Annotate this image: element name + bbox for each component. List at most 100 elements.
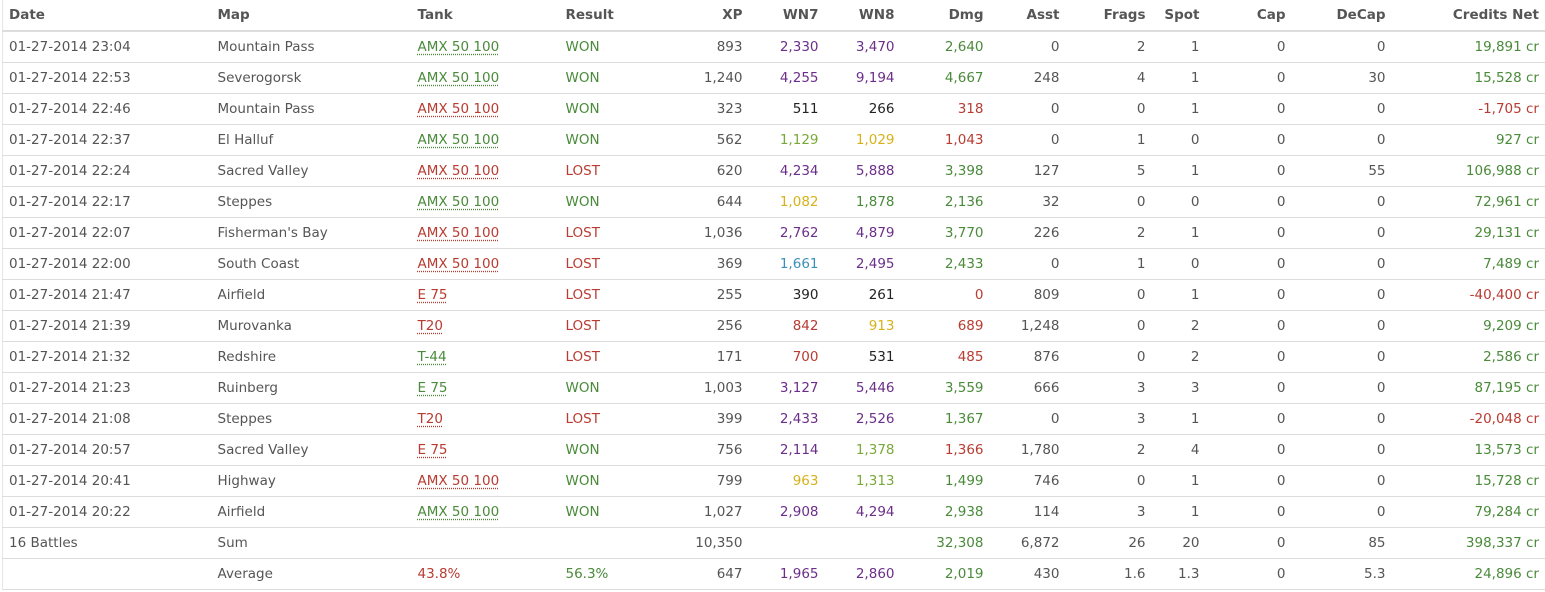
cell-wn8: 1,378 bbox=[824, 433, 901, 465]
cell-spot: 1 bbox=[1151, 495, 1206, 527]
cell-credits-net: 15,728 cr bbox=[1391, 464, 1545, 496]
cell-cap: 0 bbox=[1205, 92, 1292, 124]
cell-frags: 3 bbox=[1065, 495, 1152, 527]
col-header-frags[interactable]: Frags bbox=[1065, 0, 1152, 32]
cell-map: Mountain Pass bbox=[211, 92, 412, 124]
avg-cap: 0 bbox=[1205, 557, 1292, 590]
cell-wn7: 963 bbox=[748, 464, 825, 496]
tank-link[interactable]: AMX 50 100 bbox=[417, 162, 500, 179]
table-row: 01-27-2014 20:41 Highway AMX 50 100 WON 799 9… bbox=[2, 464, 1545, 496]
table-row: 01-27-2014 21:08 Steppes T20 LOST 399 2,433 2,… bbox=[2, 402, 1545, 434]
cell-result: WON bbox=[559, 464, 660, 496]
cell-wn7: 842 bbox=[748, 309, 825, 341]
cell-frags: 5 bbox=[1065, 154, 1152, 186]
cell-credits-net: 927 cr bbox=[1391, 123, 1545, 155]
cell-decap: 55 bbox=[1291, 154, 1392, 186]
cell-tank: AMX 50 100 bbox=[411, 247, 560, 279]
tank-link[interactable]: AMX 50 100 bbox=[417, 131, 500, 148]
tank-link[interactable]: T-44 bbox=[417, 348, 447, 365]
cell-result: WON bbox=[559, 61, 660, 93]
tank-link[interactable]: AMX 50 100 bbox=[417, 38, 500, 55]
tank-link[interactable]: AMX 50 100 bbox=[417, 255, 500, 272]
cell-tank: AMX 50 100 bbox=[411, 123, 560, 155]
col-header-asst[interactable]: Asst bbox=[989, 0, 1066, 32]
cell-xp: 1,003 bbox=[659, 371, 749, 403]
col-header-dmg[interactable]: Dmg bbox=[900, 0, 990, 32]
col-header-spot[interactable]: Spot bbox=[1151, 0, 1206, 32]
col-header-wn8[interactable]: WN8 bbox=[824, 0, 901, 32]
cell-date: 01-27-2014 21:47 bbox=[2, 278, 212, 310]
cell-dmg: 2,136 bbox=[900, 185, 990, 217]
tank-link[interactable]: AMX 50 100 bbox=[417, 224, 500, 241]
col-header-decap[interactable]: DeCap bbox=[1291, 0, 1392, 32]
cell-xp: 256 bbox=[659, 309, 749, 341]
cell-frags: 0 bbox=[1065, 464, 1152, 496]
cell-result: LOST bbox=[559, 247, 660, 279]
cell-tank: AMX 50 100 bbox=[411, 61, 560, 93]
tank-link[interactable]: AMX 50 100 bbox=[417, 69, 500, 86]
cell-map: South Coast bbox=[211, 247, 412, 279]
cell-wn7: 2,433 bbox=[748, 402, 825, 434]
avg-empty-date bbox=[2, 557, 212, 590]
cell-dmg: 1,043 bbox=[900, 123, 990, 155]
col-header-map[interactable]: Map bbox=[211, 0, 412, 32]
tank-link[interactable]: AMX 50 100 bbox=[417, 503, 500, 520]
cell-credits-net: 87,195 cr bbox=[1391, 371, 1545, 403]
cell-decap: 0 bbox=[1291, 278, 1392, 310]
cell-spot: 1 bbox=[1151, 216, 1206, 248]
cell-xp: 1,240 bbox=[659, 61, 749, 93]
cell-credits-net: -1,705 cr bbox=[1391, 92, 1545, 124]
col-header-credits-net[interactable]: Credits Net bbox=[1391, 0, 1545, 32]
cell-dmg: 3,398 bbox=[900, 154, 990, 186]
cell-dmg: 3,559 bbox=[900, 371, 990, 403]
col-header-result[interactable]: Result bbox=[559, 0, 660, 32]
cell-tank: AMX 50 100 bbox=[412, 31, 560, 62]
avg-label: Average bbox=[211, 557, 412, 590]
table-row: 01-27-2014 21:39 Murovanka T20 LOST 256 842 91… bbox=[2, 309, 1545, 341]
cell-credits-net: 29,131 cr bbox=[1391, 216, 1545, 248]
cell-decap: 0 bbox=[1291, 247, 1392, 279]
cell-map: Ruinberg bbox=[211, 371, 412, 403]
col-header-tank[interactable]: Tank bbox=[411, 0, 560, 32]
tank-link[interactable]: AMX 50 100 bbox=[417, 100, 500, 117]
cell-decap: 0 bbox=[1291, 371, 1392, 403]
sum-empty-result bbox=[559, 526, 660, 558]
cell-tank: T20 bbox=[411, 309, 560, 341]
tank-link[interactable]: T20 bbox=[417, 410, 443, 427]
cell-credits-net: -20,048 cr bbox=[1391, 402, 1545, 434]
cell-date: 01-27-2014 21:23 bbox=[2, 371, 212, 403]
tank-link[interactable]: E 75 bbox=[417, 286, 448, 303]
tank-link[interactable]: AMX 50 100 bbox=[417, 193, 500, 210]
col-header-cap[interactable]: Cap bbox=[1205, 0, 1292, 32]
cell-asst: 0 bbox=[989, 247, 1066, 279]
col-header-wn7[interactable]: WN7 bbox=[748, 0, 825, 32]
sum-row: 16 Battles Sum 10,350 32,308 6,872 26 20… bbox=[2, 526, 1545, 558]
col-header-xp[interactable]: XP bbox=[659, 0, 749, 32]
cell-result: WON bbox=[559, 495, 660, 527]
avg-wn8: 2,860 bbox=[824, 557, 901, 590]
cell-cap: 0 bbox=[1205, 61, 1292, 93]
cell-xp: 756 bbox=[659, 433, 749, 465]
col-header-date[interactable]: Date bbox=[2, 0, 212, 32]
cell-asst: 32 bbox=[989, 185, 1066, 217]
cell-map: Airfield bbox=[211, 495, 412, 527]
cell-asst: 1,780 bbox=[989, 433, 1066, 465]
cell-cap: 0 bbox=[1205, 340, 1292, 372]
cell-dmg: 4,667 bbox=[900, 61, 990, 93]
tank-link[interactable]: AMX 50 100 bbox=[417, 472, 500, 489]
cell-map: Sacred Valley bbox=[211, 433, 412, 465]
cell-spot: 2 bbox=[1151, 309, 1206, 341]
cell-credits-net: 79,284 cr bbox=[1391, 495, 1545, 527]
cell-date: 01-27-2014 22:37 bbox=[2, 123, 212, 155]
tank-link[interactable]: E 75 bbox=[417, 379, 448, 396]
cell-decap: 0 bbox=[1291, 495, 1392, 527]
cell-wn8: 1,029 bbox=[824, 123, 901, 155]
cell-asst: 114 bbox=[989, 495, 1066, 527]
tank-link[interactable]: T20 bbox=[417, 317, 443, 334]
cell-decap: 0 bbox=[1291, 216, 1392, 248]
cell-wn7: 4,234 bbox=[748, 154, 825, 186]
cell-decap: 0 bbox=[1291, 309, 1392, 341]
tank-link[interactable]: E 75 bbox=[417, 441, 448, 458]
cell-spot: 1 bbox=[1151, 278, 1206, 310]
